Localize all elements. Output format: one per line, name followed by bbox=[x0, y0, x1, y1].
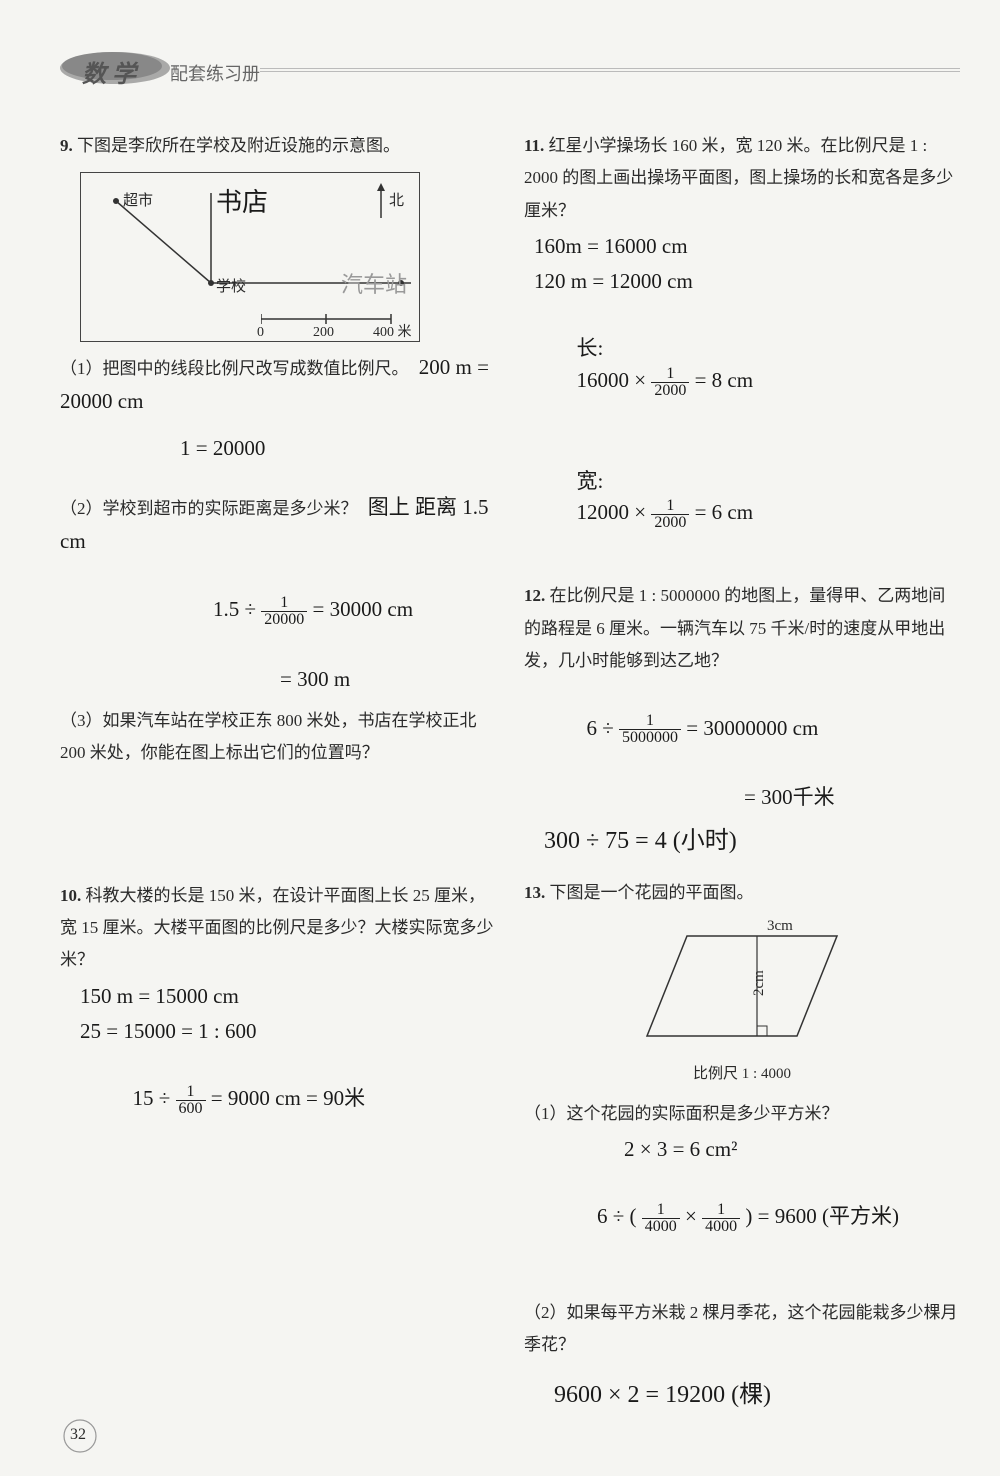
q9-p2-post: = 30000 cm bbox=[307, 597, 413, 621]
content-columns: 9. 下图是李欣所在学校及附近设施的示意图。 bbox=[60, 130, 960, 1431]
problem-text: 下图是李欣所在学校及附近设施的示意图。 bbox=[77, 136, 400, 155]
q11-hand-b: 120 m = 12000 cm bbox=[534, 266, 960, 298]
problem-number: 13. bbox=[524, 883, 545, 902]
problem-number: 10. bbox=[60, 886, 81, 905]
q9-p2-hand-c: = 300 m bbox=[280, 664, 496, 696]
q12-hand-a: 6 ÷ 15000000 = 30000000 cm bbox=[534, 681, 960, 778]
problem-number: 11. bbox=[524, 136, 544, 155]
q13-b-pre: 6 ÷ ( bbox=[597, 1204, 642, 1228]
q10-c-post: = 9000 cm = 90米 bbox=[206, 1086, 366, 1110]
q9-p3-text: （3）如果汽车站在学校正东 800 米处，书店在学校正北 200 米处，你能在图… bbox=[60, 711, 477, 762]
problem-number: 12. bbox=[524, 586, 545, 605]
page: 数 学 配套练习册 9. 下图是李欣所在学校及附近设施的示意图。 bbox=[0, 0, 1000, 1476]
q12-a-pre: 6 ÷ bbox=[587, 716, 620, 740]
problem-text: 科教大楼的长是 150 米，在设计平面图上长 25 厘米，宽 15 厘米。大楼平… bbox=[60, 886, 494, 970]
problem-9: 9. 下图是李欣所在学校及附近设施的示意图。 bbox=[60, 130, 496, 770]
problem-text: 下图是一个花园的平面图。 bbox=[550, 883, 754, 902]
q9-p2-hand-b: 1.5 ÷ 120000 = 30000 cm bbox=[150, 563, 496, 660]
label-busstop-hand: 汽车站 bbox=[341, 268, 407, 301]
problem-13: 13. 下图是一个花园的平面图。 3cm 2cm 比例尺 1 : 4000 bbox=[524, 877, 960, 1413]
header-title: 数 学 bbox=[82, 54, 136, 89]
problem-11: 11. 红星小学操场长 160 米，宽 120 米。在比例尺是 1 : 2000… bbox=[524, 130, 960, 562]
q12-hand-c: 300 ÷ 75 = 4 (小时) bbox=[544, 823, 960, 859]
scale-200: 200 bbox=[313, 320, 334, 347]
q13-side-label: 2cm bbox=[745, 970, 774, 996]
q11-c-post: = 8 cm bbox=[689, 368, 753, 392]
q9-part2: （2）学校到超市的实际距离是多少米？ 图上 距离 1.5 cm 1.5 ÷ 12… bbox=[60, 492, 496, 695]
page-number: 32 bbox=[70, 1426, 86, 1444]
problem-text: 红星小学操场长 160 米，宽 120 米。在比例尺是 1 : 2000 的图上… bbox=[524, 136, 953, 220]
q9-diagram: 超市 书店 北 学校 汽车站 0 200 bbox=[80, 172, 420, 342]
right-column: 11. 红星小学操场长 160 米，宽 120 米。在比例尺是 1 : 2000… bbox=[524, 130, 960, 1431]
page-header: 数 学 配套练习册 bbox=[60, 50, 960, 100]
q11-c-pre: 16000 × bbox=[577, 368, 652, 392]
label-school: 学校 bbox=[216, 273, 246, 302]
scale-bar: 0 200 400 米 bbox=[261, 308, 411, 337]
header-subtitle: 配套练习册 bbox=[170, 60, 260, 86]
q11-hand-c: 长: 16000 × 12000 = 8 cm bbox=[524, 302, 960, 430]
q13-p1-hand-b: 6 ÷ ( 14000 × 14000 ) = 9600 (平方米) bbox=[534, 1170, 960, 1267]
scale-400: 400 米 bbox=[373, 320, 412, 347]
problem-number: 9. bbox=[60, 136, 73, 155]
q11-hand-d: 宽: 12000 × 12000 = 6 cm bbox=[524, 434, 960, 562]
q9-p1-hand-b: 1 = 20000 bbox=[180, 433, 496, 465]
q9-p2-pre: 1.5 ÷ bbox=[213, 597, 261, 621]
q11-hand-a: 160m = 16000 cm bbox=[534, 231, 960, 263]
q13-p1-hand-a: 2 × 3 = 6 cm² bbox=[624, 1134, 960, 1166]
label-supermarket: 超市 bbox=[123, 187, 153, 216]
q11-d-label: 宽: bbox=[577, 469, 604, 493]
q9-p1-text: （1）把图中的线段比例尺改写成数值比例尺。 bbox=[60, 359, 409, 378]
q10-hand-a: 150 m = 15000 cm bbox=[80, 981, 496, 1013]
q13-p1-text: （1）这个花园的实际面积是多少平方米？ bbox=[524, 1104, 839, 1123]
label-bookstore-hand: 书店 bbox=[216, 183, 268, 222]
problem-12: 12. 在比例尺是 1 : 5000000 的地图上，量得甲、乙两地间的路程是 … bbox=[524, 580, 960, 859]
q13-figure: 3cm 2cm bbox=[627, 916, 857, 1056]
q10-c-pre: 15 ÷ bbox=[133, 1086, 176, 1110]
q13-p2-hand: 9600 × 2 = 19200 (棵) bbox=[554, 1377, 960, 1413]
q11-d-pre: 12000 × bbox=[577, 500, 652, 524]
q11-d-post: = 6 cm bbox=[689, 500, 753, 524]
page-number-badge: 32 bbox=[60, 1416, 100, 1456]
q9-part3: （3）如果汽车站在学校正东 800 米处，书店在学校正北 200 米处，你能在图… bbox=[60, 705, 496, 770]
scale-0: 0 bbox=[257, 320, 264, 347]
q13-top-label: 3cm bbox=[767, 912, 793, 941]
q13-part2: （2）如果每平方米栽 2 棵月季花，这个花园能栽多少棵月季花？ 9600 × 2… bbox=[524, 1297, 960, 1414]
q13-p2-text: （2）如果每平方米栽 2 棵月季花，这个花园能栽多少棵月季花？ bbox=[524, 1303, 958, 1354]
q11-c-label: 长: bbox=[577, 336, 604, 360]
left-column: 9. 下图是李欣所在学校及附近设施的示意图。 bbox=[60, 130, 496, 1431]
problem-text: 在比例尺是 1 : 5000000 的地图上，量得甲、乙两地间的路程是 6 厘米… bbox=[524, 586, 945, 670]
q13-caption: 比例尺 1 : 4000 bbox=[524, 1060, 960, 1089]
q9-part1: （1）把图中的线段比例尺改写成数值比例尺。 200 m = 20000 cm 1… bbox=[60, 352, 496, 464]
q10-hand-c: 15 ÷ 1600 = 9000 cm = 90米 bbox=[80, 1052, 496, 1149]
q13-b-post: ) = 9600 (平方米) bbox=[740, 1204, 899, 1228]
q9-p2-text: （2）学校到超市的实际距离是多少米？ bbox=[60, 499, 358, 518]
q12-a-post: = 30000000 cm bbox=[681, 716, 818, 740]
q13-part1: （1）这个花园的实际面积是多少平方米？ 2 × 3 = 6 cm² 6 ÷ ( … bbox=[524, 1098, 960, 1266]
q13-b-mid: × bbox=[680, 1204, 702, 1228]
q12-hand-b: = 300千米 bbox=[744, 782, 960, 814]
label-north: 北 bbox=[389, 187, 404, 216]
problem-10: 10. 科教大楼的长是 150 米，在设计平面图上长 25 厘米，宽 15 厘米… bbox=[60, 880, 496, 1149]
header-rule bbox=[260, 68, 960, 72]
q10-hand-b: 25 = 15000 = 1 : 600 bbox=[80, 1016, 496, 1048]
